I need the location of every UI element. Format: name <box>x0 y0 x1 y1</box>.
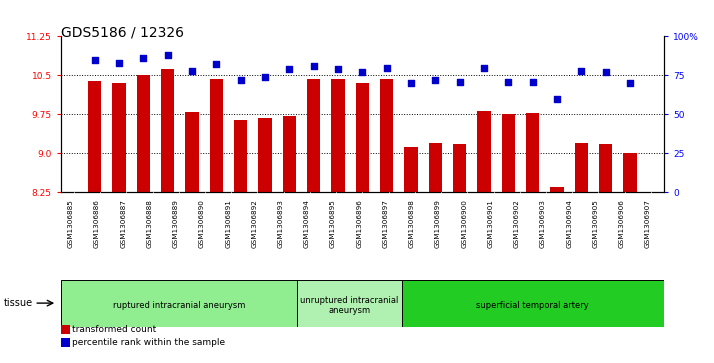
Bar <box>575 143 588 192</box>
Text: GSM1306887: GSM1306887 <box>120 199 126 248</box>
Text: transformed count: transformed count <box>72 325 156 334</box>
Point <box>308 63 319 69</box>
Text: GSM1306894: GSM1306894 <box>304 199 310 248</box>
Text: GSM1306886: GSM1306886 <box>94 199 100 248</box>
Bar <box>297 280 402 327</box>
Point <box>356 69 368 75</box>
Bar <box>623 154 637 192</box>
Point <box>430 77 441 83</box>
Text: GSM1306898: GSM1306898 <box>409 199 415 248</box>
Text: percentile rank within the sample: percentile rank within the sample <box>72 338 225 347</box>
Bar <box>477 111 491 192</box>
Point <box>186 68 198 74</box>
Text: GSM1306895: GSM1306895 <box>330 199 336 248</box>
Point <box>503 79 514 85</box>
Point <box>575 68 587 74</box>
Text: GSM1306901: GSM1306901 <box>488 199 493 248</box>
Point <box>235 77 246 83</box>
Bar <box>380 79 393 192</box>
Text: superficial temporal artery: superficial temporal artery <box>476 301 589 310</box>
Bar <box>428 143 442 192</box>
Bar <box>234 119 248 192</box>
Bar <box>404 147 418 192</box>
Point <box>138 55 149 61</box>
Bar <box>307 79 321 192</box>
Text: GSM1306897: GSM1306897 <box>383 199 388 248</box>
Text: tissue: tissue <box>4 298 33 308</box>
Text: ruptured intracranial aneurysm: ruptured intracranial aneurysm <box>113 301 245 310</box>
Bar <box>210 79 223 192</box>
Text: GSM1306890: GSM1306890 <box>199 199 205 248</box>
Text: GSM1306885: GSM1306885 <box>68 199 74 248</box>
Text: GSM1306888: GSM1306888 <box>146 199 153 248</box>
Text: GSM1306899: GSM1306899 <box>435 199 441 248</box>
Text: GSM1306903: GSM1306903 <box>540 199 546 248</box>
Point <box>381 65 393 70</box>
Bar <box>61 280 297 327</box>
Point <box>283 66 295 72</box>
Bar <box>88 81 101 192</box>
Bar <box>283 116 296 192</box>
Point <box>259 74 271 80</box>
Bar <box>526 113 539 192</box>
Bar <box>258 118 272 192</box>
Text: GSM1306905: GSM1306905 <box>593 199 598 248</box>
Bar <box>356 83 369 192</box>
Text: GDS5186 / 12326: GDS5186 / 12326 <box>61 25 183 40</box>
Text: unruptured intracranial
aneurysm: unruptured intracranial aneurysm <box>300 296 398 315</box>
Bar <box>599 144 613 192</box>
Bar <box>137 76 150 192</box>
Text: GSM1306907: GSM1306907 <box>645 199 651 248</box>
Bar <box>550 187 563 192</box>
Bar <box>453 144 466 192</box>
Point <box>211 61 222 67</box>
Text: GSM1306893: GSM1306893 <box>278 199 283 248</box>
Point <box>454 79 466 85</box>
Bar <box>402 280 664 327</box>
Point <box>624 80 635 86</box>
Point <box>551 96 563 102</box>
Point <box>332 66 343 72</box>
Point <box>89 57 101 62</box>
Text: GSM1306896: GSM1306896 <box>356 199 362 248</box>
Text: GSM1306900: GSM1306900 <box>461 199 467 248</box>
Bar <box>161 69 174 192</box>
Bar <box>112 83 126 192</box>
Point <box>600 69 611 75</box>
Point <box>478 65 490 70</box>
Text: GSM1306889: GSM1306889 <box>173 199 178 248</box>
Text: GSM1306904: GSM1306904 <box>566 199 572 248</box>
Bar <box>186 112 198 192</box>
Text: GSM1306892: GSM1306892 <box>251 199 258 248</box>
Point <box>162 52 174 58</box>
Bar <box>502 114 515 192</box>
Point <box>114 60 125 66</box>
Text: GSM1306902: GSM1306902 <box>514 199 520 248</box>
Point <box>406 80 417 86</box>
Bar <box>331 79 345 192</box>
Point <box>527 79 538 85</box>
Text: GSM1306906: GSM1306906 <box>618 199 625 248</box>
Text: GSM1306891: GSM1306891 <box>225 199 231 248</box>
